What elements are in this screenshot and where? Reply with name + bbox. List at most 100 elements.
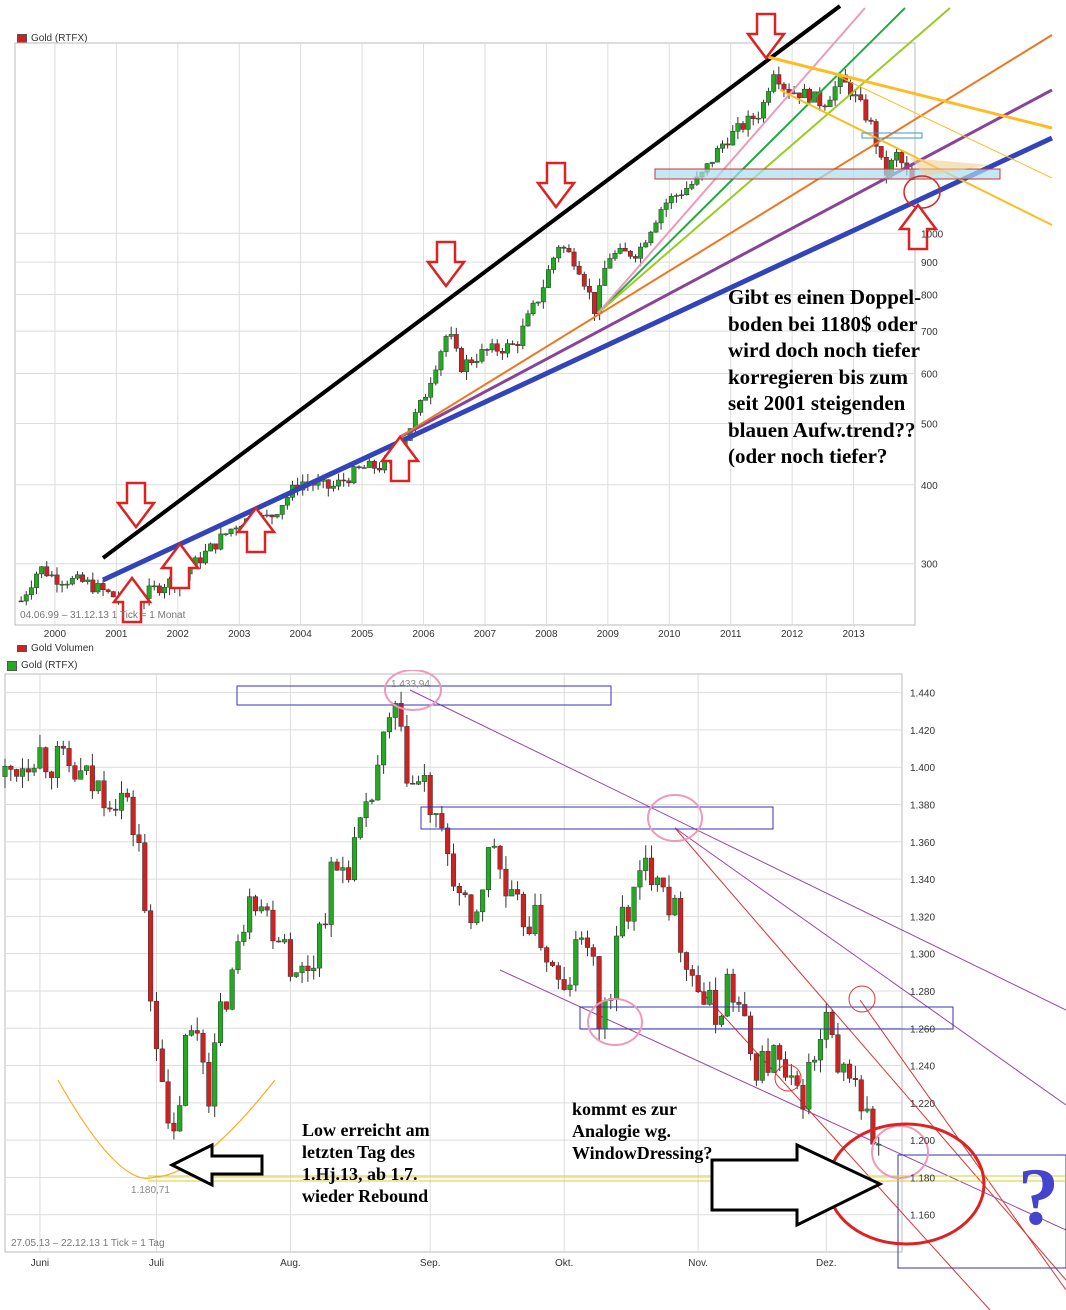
lightgreen-trendline [597, 7, 951, 314]
bottom-y-tick: 1.360 [910, 838, 935, 849]
top-candle-body [433, 369, 439, 384]
top-x-tick: 2007 [474, 629, 497, 640]
top-candle-body [745, 115, 751, 130]
top-candle-body [663, 202, 669, 210]
bottom-candle-body [72, 765, 78, 780]
top-candle-body [766, 91, 772, 103]
box-1260 [579, 1006, 954, 1030]
pink-trendline [597, 7, 866, 314]
top-candle-body [648, 231, 654, 244]
bottom-candle-body [707, 989, 713, 1005]
top-y-tick: 600 [921, 369, 938, 380]
top-x-tick: 2001 [105, 629, 128, 640]
top-candle-body [668, 196, 674, 204]
top-candle-body [54, 574, 60, 585]
top-candle-body [720, 143, 725, 149]
bottom-candle-body [171, 1122, 177, 1132]
bottom-candle-body [561, 979, 567, 990]
red-channel-right [859, 999, 1066, 1291]
top-candle-body [725, 143, 731, 146]
bottom-x-tick: Juni [31, 1258, 49, 1269]
bottom-candle-body [113, 808, 119, 811]
top-y-tick: 700 [921, 327, 938, 338]
top-candle-body [781, 83, 787, 90]
bottom-candle-body [25, 768, 31, 773]
top-candle-body [894, 151, 900, 161]
top-candle-body [592, 291, 597, 315]
top-x-tick: 2005 [351, 629, 374, 640]
top-candle-body [208, 543, 214, 552]
bottom-candle-body [526, 926, 532, 934]
top-candle-body [464, 359, 469, 373]
top-candle-body [561, 246, 567, 249]
pink-circle [384, 670, 442, 711]
top-candle-body [796, 92, 802, 99]
bottom-candle-body [165, 1081, 171, 1124]
bottom-candle-body [107, 807, 113, 810]
bottom-candle-body [701, 991, 707, 1005]
bottom-candle-body [223, 1001, 229, 1010]
top-candle-body [709, 161, 715, 164]
support-box [654, 168, 1001, 180]
top-candle-body [750, 115, 756, 119]
bottom-plot-frame [4, 673, 903, 1253]
bottom-candle-body [794, 1075, 800, 1086]
top-candle-body [49, 574, 55, 577]
top-volume-legend: Gold Volumen [17, 643, 94, 654]
arrow-right-analogy [710, 1142, 884, 1228]
volume-label: Gold Volumen [31, 643, 94, 654]
bottom-candle-body [538, 904, 544, 948]
top-candle-body [566, 248, 572, 253]
bottom-candle-body [54, 745, 60, 778]
top-candle-body [336, 479, 341, 487]
top-candle-body [346, 480, 352, 484]
bottom-x-tick: Aug. [280, 1258, 301, 1269]
top-candle-body [95, 583, 101, 593]
bottom-candle-body [334, 861, 340, 871]
top-candle-body [274, 514, 280, 518]
bottom-candle-body [322, 923, 328, 926]
top-y-tick: 1000 [921, 229, 944, 240]
arrow-down-2011 [745, 12, 787, 61]
top-candle-body [617, 248, 623, 254]
bottom-candle-body [386, 717, 392, 733]
top-candle-body [515, 344, 521, 346]
top-candle-body [146, 585, 152, 599]
bottom-candle-body [136, 834, 142, 843]
top-candle-body [23, 594, 29, 602]
top-candle-body [653, 222, 659, 233]
bottom-y-tick: 1.280 [910, 987, 935, 998]
top-candle-body [551, 257, 557, 270]
top-candle-body [418, 400, 423, 413]
top-candle-body [755, 117, 761, 120]
bottom-y-tick: 1.260 [910, 1024, 935, 1035]
top-candle-body [586, 286, 592, 293]
bottom-candle-body [625, 906, 631, 922]
bottom-y-tick: 1.400 [910, 763, 935, 774]
bottom-candle-body [841, 1063, 847, 1073]
bottom-candle-body [19, 768, 26, 777]
top-candle-body [868, 119, 874, 122]
bottom-candle-body [474, 911, 480, 924]
top-y-tick: 400 [921, 481, 938, 492]
bottom-candle-body [130, 796, 136, 836]
bottom-candle-body [450, 853, 457, 887]
top-candle-body [489, 343, 495, 351]
bottom-candle-body [724, 973, 730, 1017]
top-candle-body [633, 256, 638, 259]
bottom-y-tick: 1.380 [910, 801, 935, 812]
top-candle-body [827, 99, 833, 107]
top-candle-body [607, 258, 613, 269]
bottom-candle-body [468, 894, 474, 924]
bottom-candle-body [270, 909, 276, 942]
top-candle-body [18, 600, 24, 603]
resistance-box [861, 132, 923, 139]
top-candle-body [679, 194, 685, 196]
top-candle-body [853, 94, 859, 97]
top-candle-body [525, 313, 531, 327]
volume-swatch [17, 645, 27, 652]
bottom-candle-body [584, 937, 591, 948]
top-plot-frame [14, 42, 916, 626]
top-candle-body [479, 349, 485, 362]
bottom-candle-body [847, 1063, 853, 1079]
